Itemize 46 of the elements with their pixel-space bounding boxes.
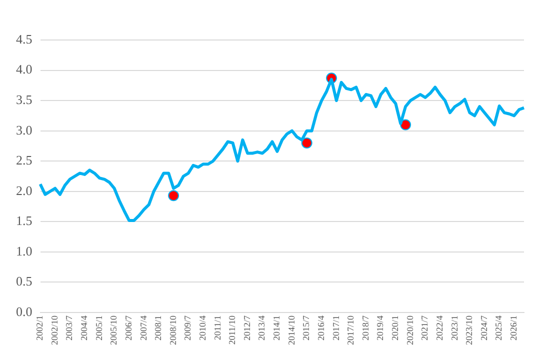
x-tick-label: 2021/7 xyxy=(420,315,430,341)
y-tick-label: 1.0 xyxy=(16,243,32,258)
y-tick-label: 1.5 xyxy=(16,213,32,228)
x-tick-label: 2002/10 xyxy=(49,315,60,346)
point xyxy=(168,190,180,202)
x-tick-label: 2026/1 xyxy=(508,316,518,341)
y-tick-label: 4.5 xyxy=(16,31,32,46)
x-tick-label: 2005/10 xyxy=(108,315,119,346)
x-tick-label: 2012/7 xyxy=(242,315,252,341)
x-tick-label: 2023/10 xyxy=(464,315,474,346)
x-tick-label: 2017/10 xyxy=(346,315,356,346)
x-tick-label: 2008/10 xyxy=(168,315,178,346)
x-tick-label: 2023/1 xyxy=(449,316,460,341)
x-tick-label: 2020/10 xyxy=(404,315,415,346)
y-tick-label: 3.5 xyxy=(16,92,32,107)
x-tick-label: 2017/1 xyxy=(330,316,341,341)
x-tick-label: 2011/10 xyxy=(227,315,238,345)
y-tick-label: 0.0 xyxy=(16,304,32,319)
x-tick-label: 2025/4 xyxy=(494,315,504,341)
y-tick-label: 2.5 xyxy=(16,152,32,168)
x-tick-label: 2009/7 xyxy=(182,315,193,341)
y-tick-label: 0.5 xyxy=(16,274,32,289)
x-tick-label: 2022/4 xyxy=(434,315,444,341)
x-tick-label: 2016/4 xyxy=(316,315,326,341)
x-tick-label: 2003/7 xyxy=(64,315,74,341)
x-tick-label: 2020/1 xyxy=(390,316,400,341)
x-tick-label: 2014/1 xyxy=(272,316,282,341)
x-tick-label: 2008/1 xyxy=(153,316,164,341)
x-tick-label: 2010/4 xyxy=(198,315,208,341)
point xyxy=(301,137,312,148)
x-tick-label: 2013/4 xyxy=(256,315,267,341)
x-tick-label: 2002/1 xyxy=(34,316,45,341)
x-tick-label: 2024/7 xyxy=(478,315,489,341)
point xyxy=(400,119,412,130)
y-tick-label: 3.0 xyxy=(16,122,32,138)
x-tick-label: 2019/4 xyxy=(375,315,386,341)
x-tick-label: 2007/4 xyxy=(138,315,148,341)
x-tick-label: 2011/1 xyxy=(212,316,222,340)
y-tick-label: 4.0 xyxy=(16,62,32,77)
x-tick-label: 2018/7 xyxy=(360,315,370,341)
x-tick-label: 2014/10 xyxy=(286,315,296,346)
y-tick-label: 2.0 xyxy=(16,182,32,198)
x-tick-label: 2006/7 xyxy=(123,315,134,341)
x-tick-label: 2015/7 xyxy=(301,315,312,341)
x-tick-label: 2005/1 xyxy=(94,316,104,341)
x-tick-label: 2004/4 xyxy=(79,315,90,341)
